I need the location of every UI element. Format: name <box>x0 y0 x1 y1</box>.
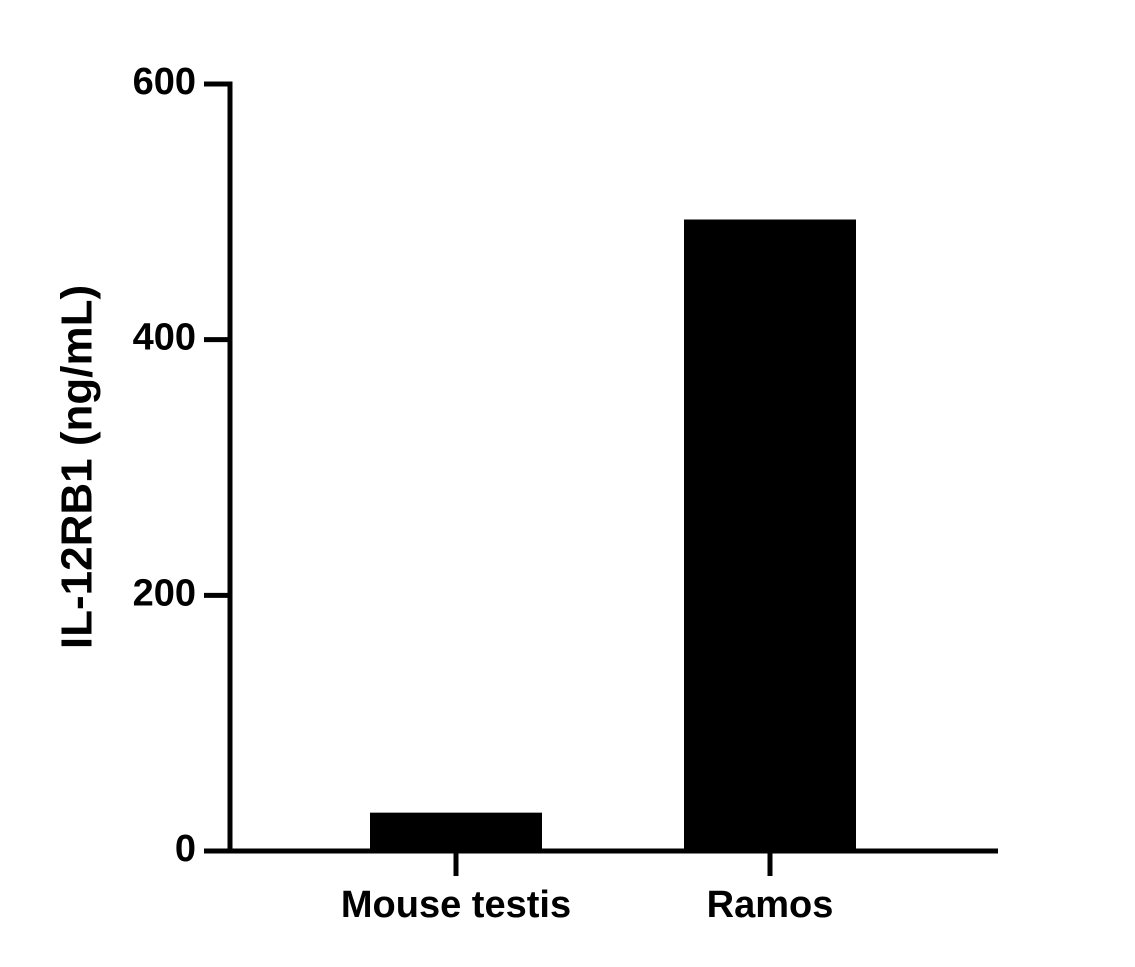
y-tick-label: 400 <box>133 317 196 359</box>
y-tick-label: 200 <box>133 572 196 614</box>
x-tick-label: Mouse testis <box>341 884 571 926</box>
bar <box>684 219 856 852</box>
y-axis-label: IL-12RB1 (ng/mL) <box>53 285 102 649</box>
y-tick-label: 0 <box>175 828 196 870</box>
x-tick-label: Ramos <box>707 884 834 926</box>
y-tick-label: 600 <box>133 61 196 103</box>
bar <box>370 812 542 851</box>
